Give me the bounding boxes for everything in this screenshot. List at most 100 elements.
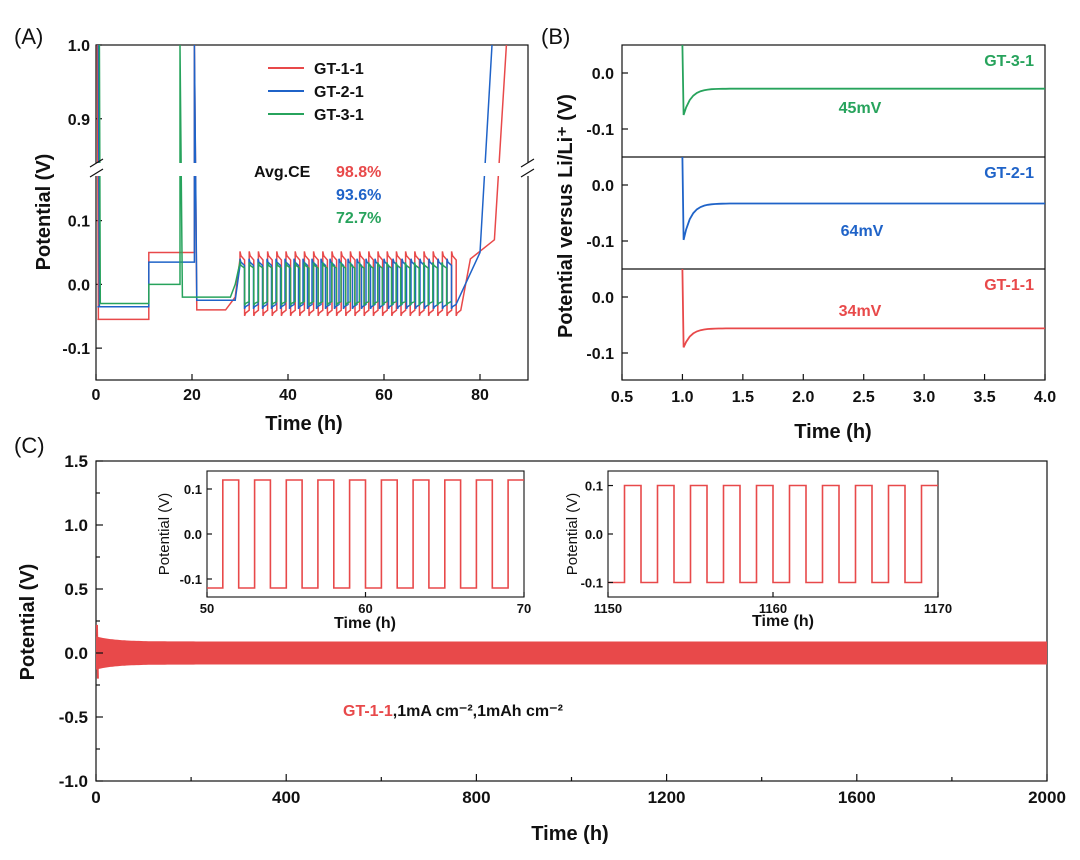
a-y-tick-label: 0.9 <box>68 112 90 129</box>
avg-ce-gt-2-1: 93.6% <box>336 187 381 204</box>
inset-y-tick-label: 0.0 <box>585 527 603 542</box>
inset-x-tick-label: 1170 <box>924 601 952 616</box>
caption-conditions: ,1mA cm⁻²,1mAh cm⁻² <box>393 703 563 720</box>
panel-a-y-ticks: 1.0 0.9 0.1 0.0 -0.1 <box>62 38 102 358</box>
inset-x-tick-label: 60 <box>358 601 372 616</box>
panel-c-y-ticks: 1.5 1.0 0.5 0.0 -0.5 -1.0 <box>59 452 103 791</box>
c-x-tick-label: 0 <box>91 788 100 807</box>
b-y-tick-label: -0.1 <box>586 346 614 363</box>
panel-b-overpotential-gt-3-1: 45mV <box>839 100 882 117</box>
b-x-tick-label: 2.5 <box>853 389 875 406</box>
panel-b-label: (B) <box>541 24 570 49</box>
c-y-tick-label: -0.5 <box>59 708 88 727</box>
panel-a-ce-annotation: Avg.CE 98.8% 93.6% 72.7% <box>254 164 381 227</box>
inset-x-tick-label: 1150 <box>594 601 622 616</box>
c-y-tick-label: 1.5 <box>64 452 88 471</box>
inset-1-series-gt-1-1 <box>207 479 524 589</box>
inset-x-tick-label: 1160 <box>759 601 787 616</box>
panel-c-inset-2: 1150 1160 1170 0.1 0.0 -0.1 Time (h) Potenti… <box>564 470 952 630</box>
inset-y-tick-label: 0.1 <box>585 479 603 494</box>
avg-ce-gt-1-1: 98.8% <box>336 164 381 181</box>
panel-a-legend: GT-1-1 GT-2-1 GT-3-1 <box>268 61 364 124</box>
c-x-tick-label: 400 <box>272 788 300 807</box>
c-x-tick-label: 2000 <box>1028 788 1066 807</box>
inset-2-series-gt-1-1 <box>608 484 938 584</box>
b-y-tick-label: -0.1 <box>586 234 614 251</box>
c-y-tick-label: 1.0 <box>64 516 88 535</box>
panel-b-y-ticks: 0.0 -0.1 0.0 -0.1 0.0 -0.1 <box>586 66 628 363</box>
a-x-tick-label: 60 <box>375 387 393 404</box>
panel-c-label: (C) <box>14 433 45 458</box>
panel-b-name-gt-2-1: GT-2-1 <box>984 165 1034 182</box>
c-y-tick-label: 0.0 <box>64 644 88 663</box>
panel-c-inset-1: 50 60 70 0.1 0.0 -0.1 Time (h) Potential (V) <box>156 470 531 632</box>
b-x-tick-label: 3.0 <box>913 389 935 406</box>
inset-y-tick-label: 0.1 <box>184 482 202 497</box>
inset-1-y-ticks: 0.1 0.0 -0.1 <box>180 482 212 587</box>
inset-1-x-axis-label: Time (h) <box>334 615 396 632</box>
b-y-tick-label: 0.0 <box>592 178 614 195</box>
avg-ce-gt-3-1: 72.7% <box>336 210 381 227</box>
a-y-tick-label: 1.0 <box>68 38 90 55</box>
a-y-tick-label: 0.1 <box>68 214 90 231</box>
b-y-tick-label: -0.1 <box>586 122 614 139</box>
panel-b: (B) 0.5 1.0 1.5 2.0 2.5 3.0 3.5 4.0 0.0 -0.1 0.0 -… <box>541 24 1056 443</box>
panel-a: (A) 0 20 40 60 80 1.00.90.10.0-0.1 Time (h) … <box>14 24 535 435</box>
panel-a-axis-break-mark <box>89 158 535 178</box>
a-x-tick-label: 40 <box>279 387 297 404</box>
avg-ce-label: Avg.CE <box>254 164 311 181</box>
inset-2-y-axis-label: Potential (V) <box>564 493 581 576</box>
legend-label-gt-3-1: GT-3-1 <box>314 107 364 124</box>
inset-y-tick-label: -0.1 <box>581 575 603 590</box>
panel-a-x-axis-label: Time (h) <box>265 413 342 435</box>
a-y-tick-label: -0.1 <box>62 341 90 358</box>
a-series-gt-3-1 <box>98 45 452 306</box>
panel-b-name-gt-1-1: GT-1-1 <box>984 277 1034 294</box>
panel-a-axis-break-gap <box>90 163 530 176</box>
panel-b-overpotential-gt-2-1: 64mV <box>841 223 884 240</box>
panel-b-frame <box>621 44 1046 381</box>
panel-c: (C) 0 400 800 1200 1600 2000 1.5 1.0 0.5 0.0 -0.5… <box>14 433 1066 845</box>
a-x-tick-label: 0 <box>92 387 101 404</box>
inset-1-x-ticks: 50 60 70 <box>200 592 531 616</box>
b-y-tick-label: 0.0 <box>592 66 614 83</box>
panel-b-series <box>681 44 1045 348</box>
b-x-tick-label: 3.5 <box>973 389 995 406</box>
b-x-tick-label: 1.5 <box>732 389 754 406</box>
a-y-tick-label: 0.0 <box>68 277 90 294</box>
inset-1-y-axis-label: Potential (V) <box>156 493 173 576</box>
a-x-tick-label: 80 <box>471 387 489 404</box>
panel-b-x-axis-label: Time (h) <box>794 421 871 443</box>
a-series-gt-1-1 <box>96 45 508 321</box>
panel-a-label: (A) <box>14 24 43 49</box>
b-series-gt-2-1 <box>681 156 1045 241</box>
inset-x-tick-label: 70 <box>517 601 531 616</box>
panel-c-caption: GT-1-1,1mA cm⁻²,1mAh cm⁻² <box>343 703 563 720</box>
legend-label-gt-1-1: GT-1-1 <box>314 61 364 78</box>
c-initial-spike <box>95 624 99 679</box>
c-x-tick-label: 1600 <box>838 788 876 807</box>
c-y-tick-label: -1.0 <box>59 772 88 791</box>
b-x-tick-label: 2.0 <box>792 389 814 406</box>
panel-b-x-ticks: 0.5 1.0 1.5 2.0 2.5 3.0 3.5 4.0 <box>611 374 1056 406</box>
inset-2-series <box>608 484 938 584</box>
inset-1-series <box>207 479 524 589</box>
inset-y-tick-label: 0.0 <box>184 527 202 542</box>
inset-y-tick-label: -0.1 <box>180 572 202 587</box>
b-x-tick-label: 4.0 <box>1034 389 1056 406</box>
panel-a-y-axis-label: Potential (V) <box>33 154 55 271</box>
panel-c-series-band <box>95 624 1047 679</box>
b-y-tick-label: 0.0 <box>592 290 614 307</box>
inset-2-y-ticks: 0.1 0.0 -0.1 <box>581 479 613 590</box>
c-x-tick-label: 1200 <box>648 788 686 807</box>
panel-b-y-axis-label: Potential versus Li/Li⁺ (V) <box>555 94 577 338</box>
panel-b-name-gt-3-1: GT-3-1 <box>984 53 1034 70</box>
panel-a-series <box>96 45 508 321</box>
b-series-gt-3-1 <box>681 44 1045 116</box>
panel-c-x-axis-label: Time (h) <box>531 823 608 845</box>
panel-c-y-axis-label: Potential (V) <box>17 564 39 681</box>
legend-label-gt-2-1: GT-2-1 <box>314 84 364 101</box>
b-x-tick-label: 0.5 <box>611 389 633 406</box>
c-band-fill <box>96 636 1047 670</box>
